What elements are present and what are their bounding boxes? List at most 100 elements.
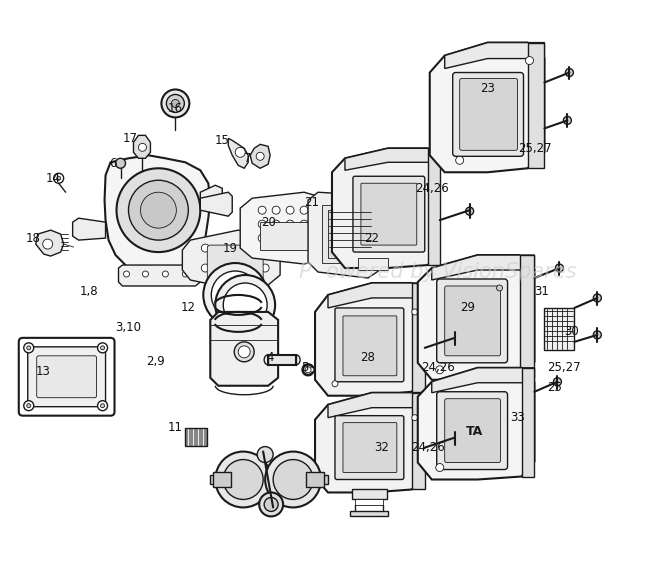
- Circle shape: [235, 147, 245, 157]
- FancyBboxPatch shape: [343, 423, 397, 473]
- Circle shape: [123, 271, 130, 277]
- Text: 23: 23: [480, 82, 495, 95]
- Circle shape: [456, 156, 464, 164]
- Circle shape: [142, 271, 149, 277]
- Circle shape: [565, 69, 573, 76]
- Polygon shape: [412, 393, 424, 490]
- Polygon shape: [328, 283, 424, 308]
- Circle shape: [201, 264, 209, 272]
- Circle shape: [286, 234, 294, 242]
- Text: 19: 19: [223, 242, 238, 255]
- Text: 2,9: 2,9: [146, 355, 165, 368]
- Text: 28: 28: [361, 351, 376, 364]
- Circle shape: [183, 271, 188, 277]
- Circle shape: [98, 401, 108, 411]
- Text: 18: 18: [25, 232, 40, 244]
- Circle shape: [451, 434, 458, 442]
- Bar: [352, 490, 387, 500]
- Circle shape: [171, 99, 179, 107]
- Bar: [350, 511, 388, 516]
- Polygon shape: [119, 265, 200, 286]
- Text: 20: 20: [261, 216, 276, 229]
- Circle shape: [23, 401, 34, 411]
- Circle shape: [211, 271, 259, 319]
- Circle shape: [117, 168, 200, 252]
- Bar: [328, 210, 372, 258]
- Circle shape: [223, 283, 267, 327]
- Circle shape: [256, 152, 264, 160]
- Circle shape: [201, 244, 209, 252]
- Polygon shape: [134, 135, 151, 158]
- Polygon shape: [72, 218, 106, 240]
- Circle shape: [261, 264, 269, 272]
- FancyBboxPatch shape: [335, 308, 404, 382]
- FancyBboxPatch shape: [452, 72, 524, 156]
- FancyBboxPatch shape: [335, 416, 404, 479]
- FancyBboxPatch shape: [207, 245, 263, 281]
- Circle shape: [563, 116, 571, 124]
- Circle shape: [264, 497, 278, 511]
- Polygon shape: [418, 368, 535, 479]
- Polygon shape: [345, 148, 439, 170]
- Bar: [185, 428, 207, 446]
- Text: 25: 25: [547, 381, 562, 394]
- Circle shape: [556, 264, 563, 272]
- Circle shape: [162, 89, 189, 117]
- Polygon shape: [228, 138, 248, 168]
- Circle shape: [223, 460, 263, 500]
- Circle shape: [27, 346, 31, 350]
- FancyBboxPatch shape: [343, 316, 397, 376]
- Bar: [306, 472, 324, 487]
- Circle shape: [140, 192, 177, 228]
- Polygon shape: [240, 192, 330, 264]
- Bar: [213, 472, 231, 487]
- Text: 25,27: 25,27: [518, 142, 552, 155]
- Bar: [260, 222, 308, 250]
- Text: 21: 21: [304, 196, 319, 209]
- Polygon shape: [445, 43, 544, 69]
- Polygon shape: [211, 312, 278, 386]
- Circle shape: [57, 176, 61, 180]
- Text: P: P: [298, 262, 311, 282]
- Circle shape: [258, 220, 266, 228]
- Text: 33: 33: [510, 411, 525, 424]
- Bar: [316, 474, 328, 484]
- Bar: [358, 258, 388, 270]
- Circle shape: [234, 342, 254, 362]
- Polygon shape: [432, 368, 535, 393]
- Circle shape: [305, 367, 311, 373]
- Circle shape: [286, 206, 294, 214]
- Circle shape: [436, 464, 444, 472]
- Polygon shape: [332, 148, 439, 268]
- Circle shape: [302, 364, 314, 376]
- Text: 5: 5: [301, 361, 309, 374]
- Text: TA: TA: [466, 425, 483, 438]
- Circle shape: [300, 206, 308, 214]
- Circle shape: [554, 378, 561, 386]
- Text: 32: 32: [374, 441, 389, 454]
- Bar: [268, 355, 296, 365]
- Text: 13: 13: [35, 365, 50, 378]
- Bar: [211, 474, 222, 484]
- Circle shape: [221, 281, 249, 309]
- FancyBboxPatch shape: [445, 398, 501, 463]
- Text: 7: 7: [244, 152, 252, 165]
- Polygon shape: [432, 255, 535, 280]
- Polygon shape: [104, 155, 211, 278]
- Circle shape: [257, 447, 273, 463]
- Circle shape: [27, 404, 31, 407]
- FancyBboxPatch shape: [353, 176, 424, 252]
- Circle shape: [300, 234, 308, 242]
- Circle shape: [258, 234, 266, 242]
- Polygon shape: [315, 283, 424, 396]
- Circle shape: [412, 309, 418, 315]
- Text: 24,26: 24,26: [411, 441, 445, 454]
- Circle shape: [128, 180, 188, 240]
- Circle shape: [332, 380, 338, 387]
- Circle shape: [162, 271, 168, 277]
- FancyBboxPatch shape: [437, 392, 507, 469]
- Polygon shape: [527, 43, 544, 168]
- Circle shape: [265, 452, 321, 507]
- Circle shape: [100, 404, 104, 407]
- Polygon shape: [430, 43, 544, 173]
